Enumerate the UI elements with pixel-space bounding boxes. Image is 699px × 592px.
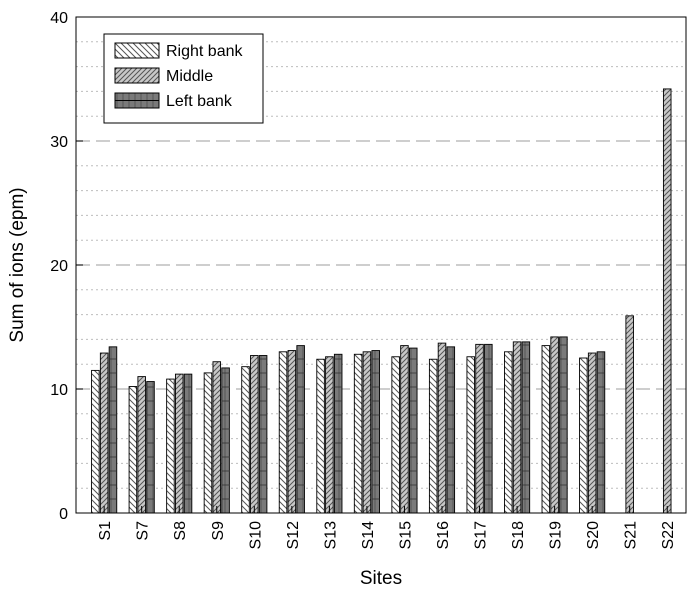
bar-left-bank	[559, 336, 568, 514]
bar-left-bank	[221, 367, 230, 514]
x-tick-label: S8	[172, 521, 189, 541]
bars	[91, 88, 672, 514]
bar-right-bank	[353, 353, 363, 514]
x-tick-label: S1	[97, 521, 114, 541]
bar-right-bank	[316, 358, 325, 514]
x-tick-label: S15	[397, 521, 414, 550]
bar-right-bank	[203, 372, 213, 514]
y-tick-label: 10	[50, 382, 68, 399]
bar-middle	[362, 351, 372, 514]
bar-left-bank	[258, 355, 268, 514]
bar-right-bank	[579, 357, 588, 514]
y-tick-label: 0	[59, 506, 68, 523]
bar-left-bank	[446, 346, 456, 514]
bar-left-bank	[108, 346, 118, 514]
x-tick-label: S12	[285, 521, 302, 550]
x-tick-label: S17	[473, 521, 490, 550]
bar-middle	[437, 342, 447, 514]
x-tick-label: S7	[135, 521, 152, 541]
bar-right-bank	[391, 356, 400, 514]
x-tick-label: S20	[585, 521, 602, 550]
bar-middle	[137, 376, 146, 514]
bar-left-bank	[521, 341, 531, 514]
bar-left-bank	[371, 350, 380, 514]
bar-right-bank	[466, 356, 475, 514]
x-tick-label: S18	[510, 521, 527, 550]
bar-left-bank	[596, 351, 606, 514]
legend-swatch-right-bank	[114, 42, 160, 59]
y-axis-label: Sum of ions (epm)	[7, 187, 28, 342]
bar-left-bank	[183, 373, 193, 514]
bar-middle	[625, 315, 634, 514]
legend-swatch-middle	[114, 67, 160, 84]
bar-middle	[99, 352, 109, 514]
bar-right-bank	[166, 378, 175, 514]
y-tick-label: 40	[50, 10, 68, 27]
bar-right-bank	[541, 345, 551, 514]
bar-middle	[400, 345, 409, 514]
bar-middle	[250, 355, 259, 514]
x-tick-label: S19	[548, 521, 565, 550]
x-axis-label: Sites	[360, 568, 402, 589]
bar-middle	[174, 373, 184, 514]
legend: Right bank Middle Left bank	[103, 33, 264, 124]
x-tick-label: S22	[660, 521, 677, 550]
axis-ticks: 0 10 20 30 40 S1 S7 S8 S9 S10 S12 S13 S14 S15 S16 S17 S1…	[50, 10, 677, 549]
y-tick-label: 20	[50, 258, 68, 275]
bar-middle	[475, 343, 484, 514]
x-tick-label: S13	[322, 521, 339, 550]
bar-right-bank	[278, 351, 288, 514]
bar-left-bank	[333, 353, 343, 514]
bar-right-bank	[91, 369, 100, 514]
x-tick-label: S16	[435, 521, 452, 550]
bar-middle	[287, 350, 297, 514]
bar-middle	[662, 88, 672, 514]
x-tick-label: S10	[247, 521, 264, 550]
y-tick-label: 30	[50, 134, 68, 151]
bar-right-bank	[241, 366, 250, 514]
x-tick-label: S9	[210, 521, 227, 541]
bar-middle	[325, 356, 334, 514]
bar-right-bank	[504, 351, 513, 514]
legend-label-left-bank: Left bank	[166, 93, 233, 110]
legend-label-middle: Middle	[166, 68, 213, 85]
legend-label-right-bank: Right bank	[166, 43, 243, 60]
bar-middle	[212, 361, 222, 514]
bar-middle	[550, 336, 559, 514]
bar-right-bank	[428, 358, 438, 514]
bar-middle	[512, 341, 522, 514]
x-tick-label: S21	[623, 521, 640, 550]
x-tick-label: S14	[360, 521, 377, 550]
bar-middle	[587, 352, 597, 514]
bar-right-bank	[128, 386, 138, 514]
